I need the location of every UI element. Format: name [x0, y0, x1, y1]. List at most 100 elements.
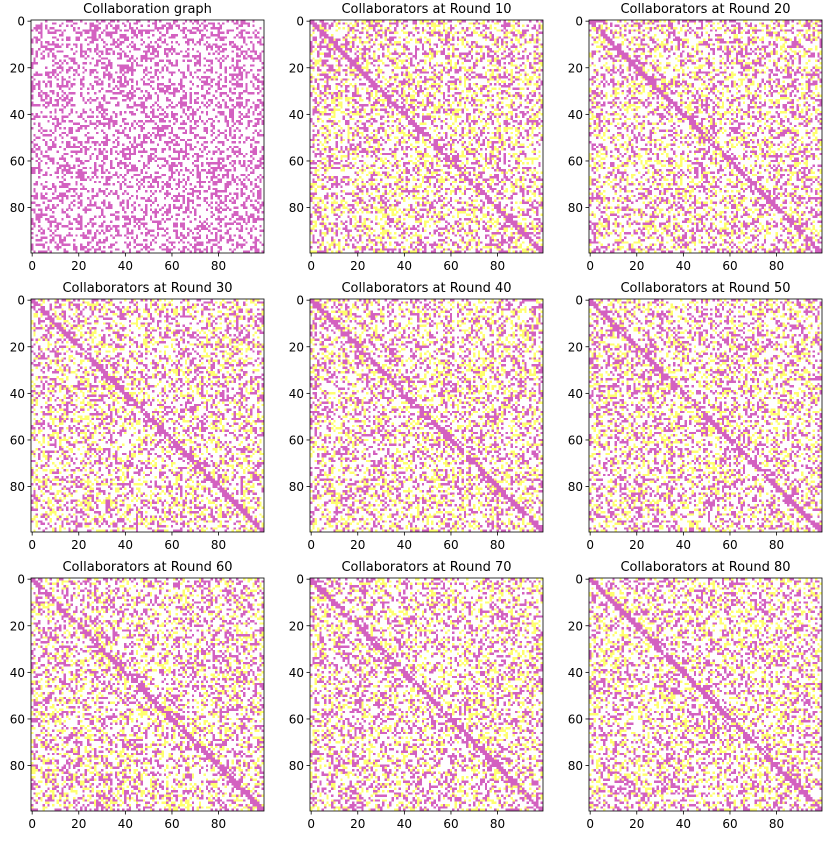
- heatmap-cell: [89, 220, 91, 222]
- heatmap-cell: [164, 160, 166, 162]
- heatmap-cell: [141, 183, 143, 185]
- heatmap-cell: [154, 160, 156, 162]
- heatmap-cell: [124, 190, 126, 192]
- heatmap-cell: [122, 143, 124, 145]
- heatmap-cell: [380, 81, 382, 83]
- heatmap-cell: [194, 160, 196, 162]
- heatmap-cell: [145, 134, 147, 136]
- heatmap-cell: [208, 99, 210, 101]
- heatmap-cell: [129, 148, 131, 150]
- heatmap-cell: [524, 78, 526, 80]
- heatmap-cell: [154, 220, 156, 222]
- heatmap-cell: [406, 71, 408, 73]
- heatmap-cell: [94, 27, 96, 29]
- heatmap-cell: [236, 55, 238, 57]
- heatmap-cell: [64, 164, 66, 166]
- heatmap-cell: [136, 234, 138, 236]
- heatmap-cell: [522, 50, 524, 52]
- heatmap-cell: [385, 43, 387, 45]
- heatmap-cell: [471, 48, 473, 50]
- heatmap-cell: [206, 41, 208, 43]
- heatmap-cell: [182, 60, 184, 62]
- heatmap-cell: [319, 36, 321, 38]
- heatmap-cell: [99, 246, 101, 248]
- heatmap-cell: [408, 71, 410, 73]
- heatmap-cell: [120, 53, 122, 55]
- heatmap-cell: [485, 36, 487, 38]
- heatmap-cell: [47, 43, 49, 45]
- heatmap-cell: [99, 241, 101, 243]
- heatmap-cell: [196, 134, 198, 136]
- heatmap-cell: [159, 90, 161, 92]
- heatmap-cell: [166, 160, 168, 162]
- heatmap-cell: [87, 190, 89, 192]
- heatmap-cell: [366, 32, 368, 34]
- heatmap-cell: [54, 130, 56, 132]
- heatmap-cell: [106, 137, 108, 139]
- heatmap-cell: [406, 81, 408, 83]
- heatmap-cell: [385, 27, 387, 29]
- heatmap-cell: [515, 71, 517, 73]
- heatmap-cell: [40, 132, 42, 134]
- heatmap-cell: [482, 55, 484, 57]
- heatmap-cell: [255, 183, 257, 185]
- heatmap-cell: [33, 202, 35, 204]
- heatmap-cell: [464, 74, 466, 76]
- heatmap-cell: [317, 29, 319, 31]
- heatmap-cell: [59, 146, 61, 148]
- heatmap-cell: [122, 22, 124, 24]
- heatmap-cell: [117, 218, 119, 220]
- heatmap-cell: [317, 83, 319, 85]
- heatmap-cell: [61, 164, 63, 166]
- heatmap-cell: [234, 160, 236, 162]
- heatmap-cell: [513, 32, 515, 34]
- heatmap-cell: [378, 22, 380, 24]
- heatmap-cell: [259, 188, 261, 190]
- heatmap-cell: [478, 53, 480, 55]
- heatmap-cell: [238, 120, 240, 122]
- heatmap-cell: [445, 39, 447, 41]
- x-tick-label: 40: [118, 259, 133, 273]
- heatmap-cell: [66, 225, 68, 227]
- heatmap-cell: [206, 36, 208, 38]
- heatmap-cell: [82, 188, 84, 190]
- heatmap-cell: [447, 71, 449, 73]
- heatmap-cell: [499, 78, 501, 80]
- heatmap-cell: [222, 55, 224, 57]
- heatmap-cell: [178, 185, 180, 187]
- heatmap-cell: [131, 185, 133, 187]
- heatmap-cell: [124, 29, 126, 31]
- heatmap-cell: [103, 95, 105, 97]
- heatmap-cell: [210, 197, 212, 199]
- heatmap-cell: [127, 92, 129, 94]
- heatmap-cell: [378, 55, 380, 57]
- heatmap-cell: [134, 120, 136, 122]
- heatmap-cell: [236, 195, 238, 197]
- heatmap-cell: [66, 234, 68, 236]
- heatmap-cell: [217, 111, 219, 113]
- heatmap-cell: [66, 95, 68, 97]
- heatmap-cell: [417, 32, 419, 34]
- heatmap-cell: [389, 39, 391, 41]
- heatmap-cell: [199, 248, 201, 250]
- heatmap-cell: [113, 50, 115, 52]
- heatmap-cell: [252, 150, 254, 152]
- heatmap-cell: [319, 41, 321, 43]
- heatmap-cell: [152, 153, 154, 155]
- heatmap-cell: [99, 36, 101, 38]
- heatmap-cell: [210, 71, 212, 73]
- heatmap-cell: [510, 57, 512, 59]
- heatmap-cell: [145, 248, 147, 250]
- heatmap-cell: [87, 29, 89, 31]
- heatmap-cell: [187, 39, 189, 41]
- heatmap-cell: [187, 153, 189, 155]
- heatmap-cell: [220, 169, 222, 171]
- heatmap-cell: [408, 76, 410, 78]
- heatmap-cell: [171, 102, 173, 104]
- heatmap-cell: [161, 150, 163, 152]
- heatmap-cell: [213, 22, 215, 24]
- heatmap-cell: [478, 76, 480, 78]
- heatmap-cell: [234, 46, 236, 48]
- heatmap-cell: [54, 111, 56, 113]
